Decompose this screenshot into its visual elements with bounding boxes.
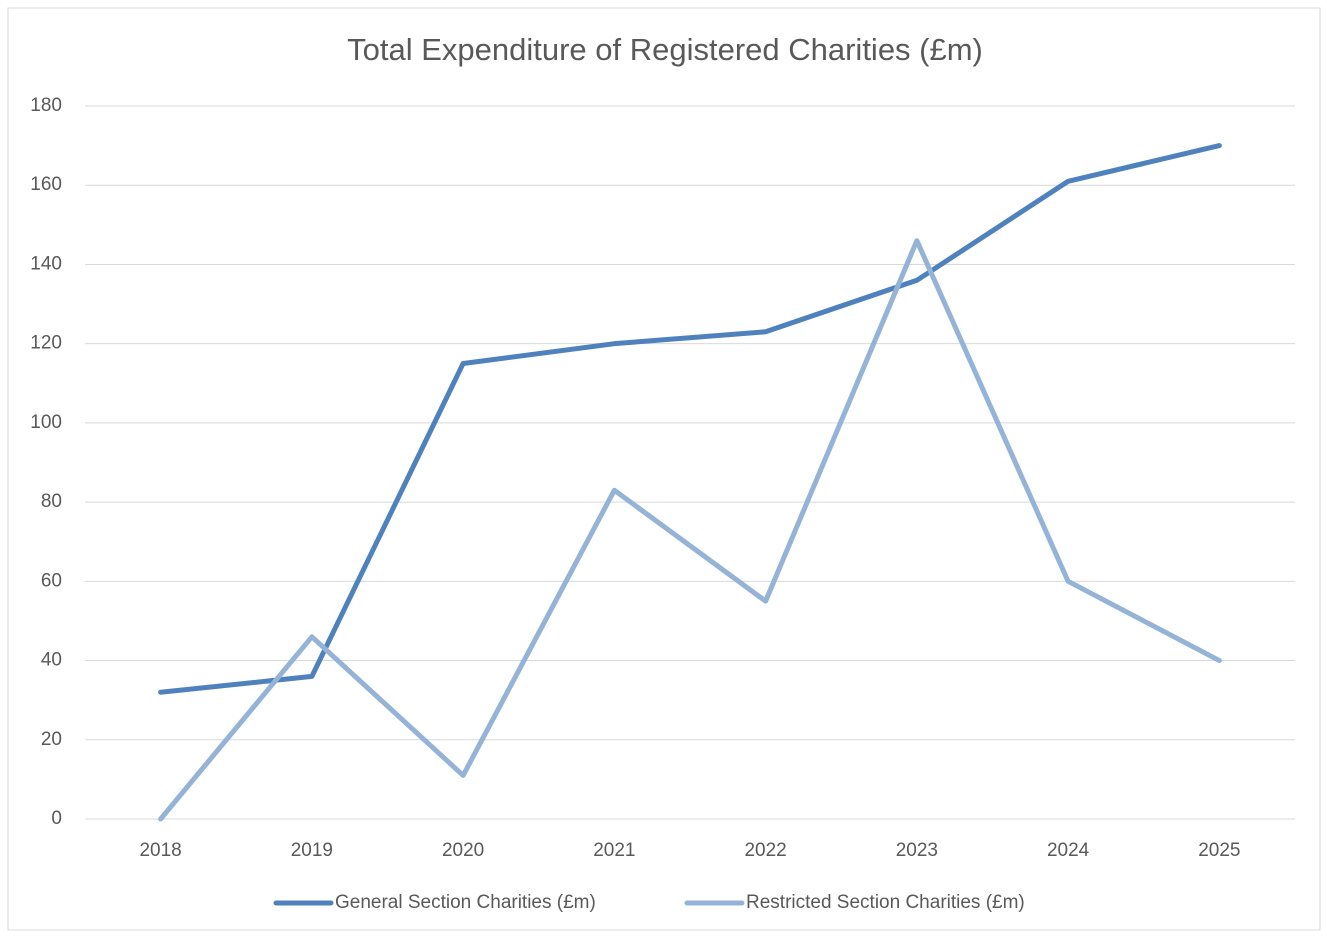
y-tick-label: 0 [51,808,62,829]
y-tick-label: 60 [41,570,62,591]
x-tick-label: 2019 [291,840,333,861]
chart-title: Total Expenditure of Registered Charitie… [347,32,983,67]
x-tick-label: 2025 [1198,840,1240,861]
y-tick-label: 180 [30,95,62,116]
legend-label: Restricted Section Charities (£m) [746,892,1025,913]
x-tick-label: 2020 [442,840,484,861]
y-tick-label: 120 [30,333,62,354]
x-tick-label: 2024 [1047,840,1090,861]
line-series [158,143,1222,695]
y-tick-label: 140 [30,253,62,274]
y-tick-label: 80 [41,491,62,512]
x-tick-label: 2022 [744,840,786,861]
y-tick-label: 40 [41,650,62,671]
y-tick-label: 100 [30,412,62,433]
x-tick-label: 2021 [593,840,635,861]
y-tick-label: 20 [41,729,62,750]
x-tick-label: 2018 [139,840,181,861]
x-tick-label: 2023 [896,840,938,861]
legend-label: General Section Charities (£m) [335,892,596,913]
y-tick-label: 160 [30,174,62,195]
line-series [158,238,1222,822]
chart-border [7,7,1321,931]
